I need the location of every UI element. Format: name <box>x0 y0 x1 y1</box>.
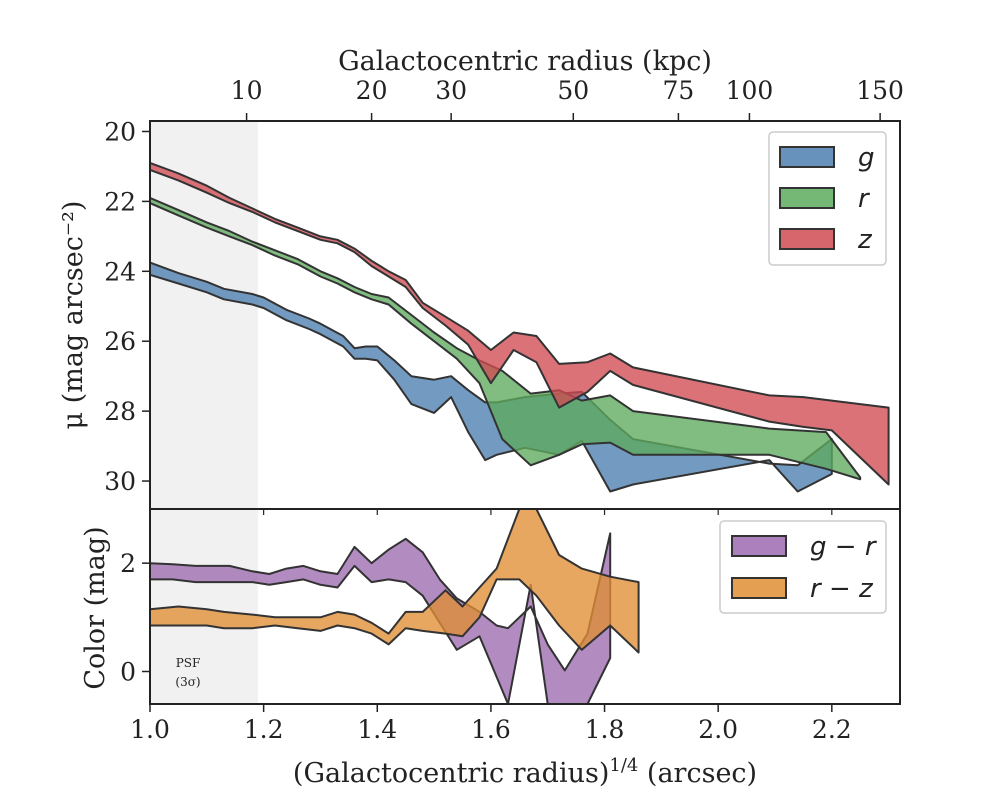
bottom-legend-swatch <box>731 535 787 557</box>
top-secondary-axis-ticks: 10 20 30 50 75 100 150 <box>231 76 904 121</box>
psf-shaded-region-bottom <box>150 509 258 704</box>
band-z <box>150 161 890 486</box>
top-ytick-label: 30 <box>104 467 136 496</box>
bottom-legend-label: g − r <box>810 532 878 562</box>
x-axis-label-exponent: 1/4 <box>609 755 638 776</box>
bottom-xtick-label: 2.2 <box>812 715 852 744</box>
color-panel: 02 1.0 1.2 1.4 1.6 1.8 2.0 2.2 PSF (3σ) Color … <box>80 508 901 789</box>
top-legend: grz <box>768 131 887 266</box>
bottom-xtick-label: 1.2 <box>244 715 284 744</box>
surface-brightness-panel: 20 22 24 26 28 30 10 20 30 50 75 100 150 Galactocen… <box>58 46 904 515</box>
bottom-legend-label: r − z <box>810 574 874 604</box>
top-secondary-axis-label: Galactocentric radius (kpc) <box>338 46 712 77</box>
secondary-xtick-label: 75 <box>663 76 695 105</box>
top-y-axis-ticks: 20 22 24 26 28 30 <box>104 117 150 496</box>
bottom-ytick-label: 0 <box>120 658 136 687</box>
top-y-axis-label: μ (mag arcsec⁻²) <box>58 201 89 430</box>
top-legend-label: r <box>858 184 871 214</box>
top-ytick-label: 22 <box>104 187 136 216</box>
top-legend-swatch <box>779 146 835 168</box>
secondary-xtick-label: 100 <box>726 76 774 105</box>
band-rz <box>150 509 640 654</box>
secondary-xtick-label: 30 <box>435 76 467 105</box>
band-r <box>150 196 862 481</box>
secondary-xtick-label: 150 <box>856 76 904 105</box>
psf-sublabel: (3σ) <box>175 675 200 689</box>
top-legend-label: g <box>858 143 875 173</box>
bottom-xtick-label: 1.8 <box>585 715 625 744</box>
secondary-xtick-label: 20 <box>356 76 388 105</box>
top-legend-label: z <box>857 225 873 255</box>
psf-shaded-region-top <box>150 121 258 509</box>
bottom-legend: g − r r − z <box>719 520 887 614</box>
surface-brightness-series <box>150 161 890 493</box>
bottom-x-axis-ticks: 1.0 1.2 1.4 1.6 1.8 2.0 2.2 <box>130 704 852 744</box>
x-axis-label-main: (Galactocentric radius) <box>293 758 609 789</box>
top-ytick-label: 28 <box>104 397 136 426</box>
top-ytick-label: 26 <box>104 327 136 356</box>
bottom-xtick-label: 1.0 <box>130 715 170 744</box>
bottom-y-axis-label: Color (mag) <box>80 526 111 689</box>
top-ytick-label: 24 <box>104 257 136 286</box>
bottom-y-axis-ticks: 02 <box>120 549 150 687</box>
color-series <box>150 509 640 704</box>
secondary-xtick-label: 50 <box>557 76 589 105</box>
bottom-ytick-label: 2 <box>120 549 136 578</box>
bottom-xtick-label: 1.6 <box>471 715 511 744</box>
bottom-x-axis-label: (Galactocentric radius)1/4 (arcsec) <box>293 755 757 789</box>
top-legend-swatch <box>779 187 835 209</box>
psf-label: PSF <box>176 656 201 670</box>
bottom-panel-frame <box>149 508 901 705</box>
bottom-legend-swatch <box>731 577 787 599</box>
band-g <box>150 261 833 493</box>
top-legend-swatch <box>779 228 835 250</box>
band-gr <box>150 532 612 704</box>
bottom-xtick-label: 2.0 <box>698 715 738 744</box>
top-ytick-label: 20 <box>104 117 136 146</box>
bottom-xtick-label: 1.4 <box>357 715 397 744</box>
secondary-xtick-label: 10 <box>231 76 263 105</box>
x-axis-label-unit: (arcsec) <box>638 758 757 789</box>
